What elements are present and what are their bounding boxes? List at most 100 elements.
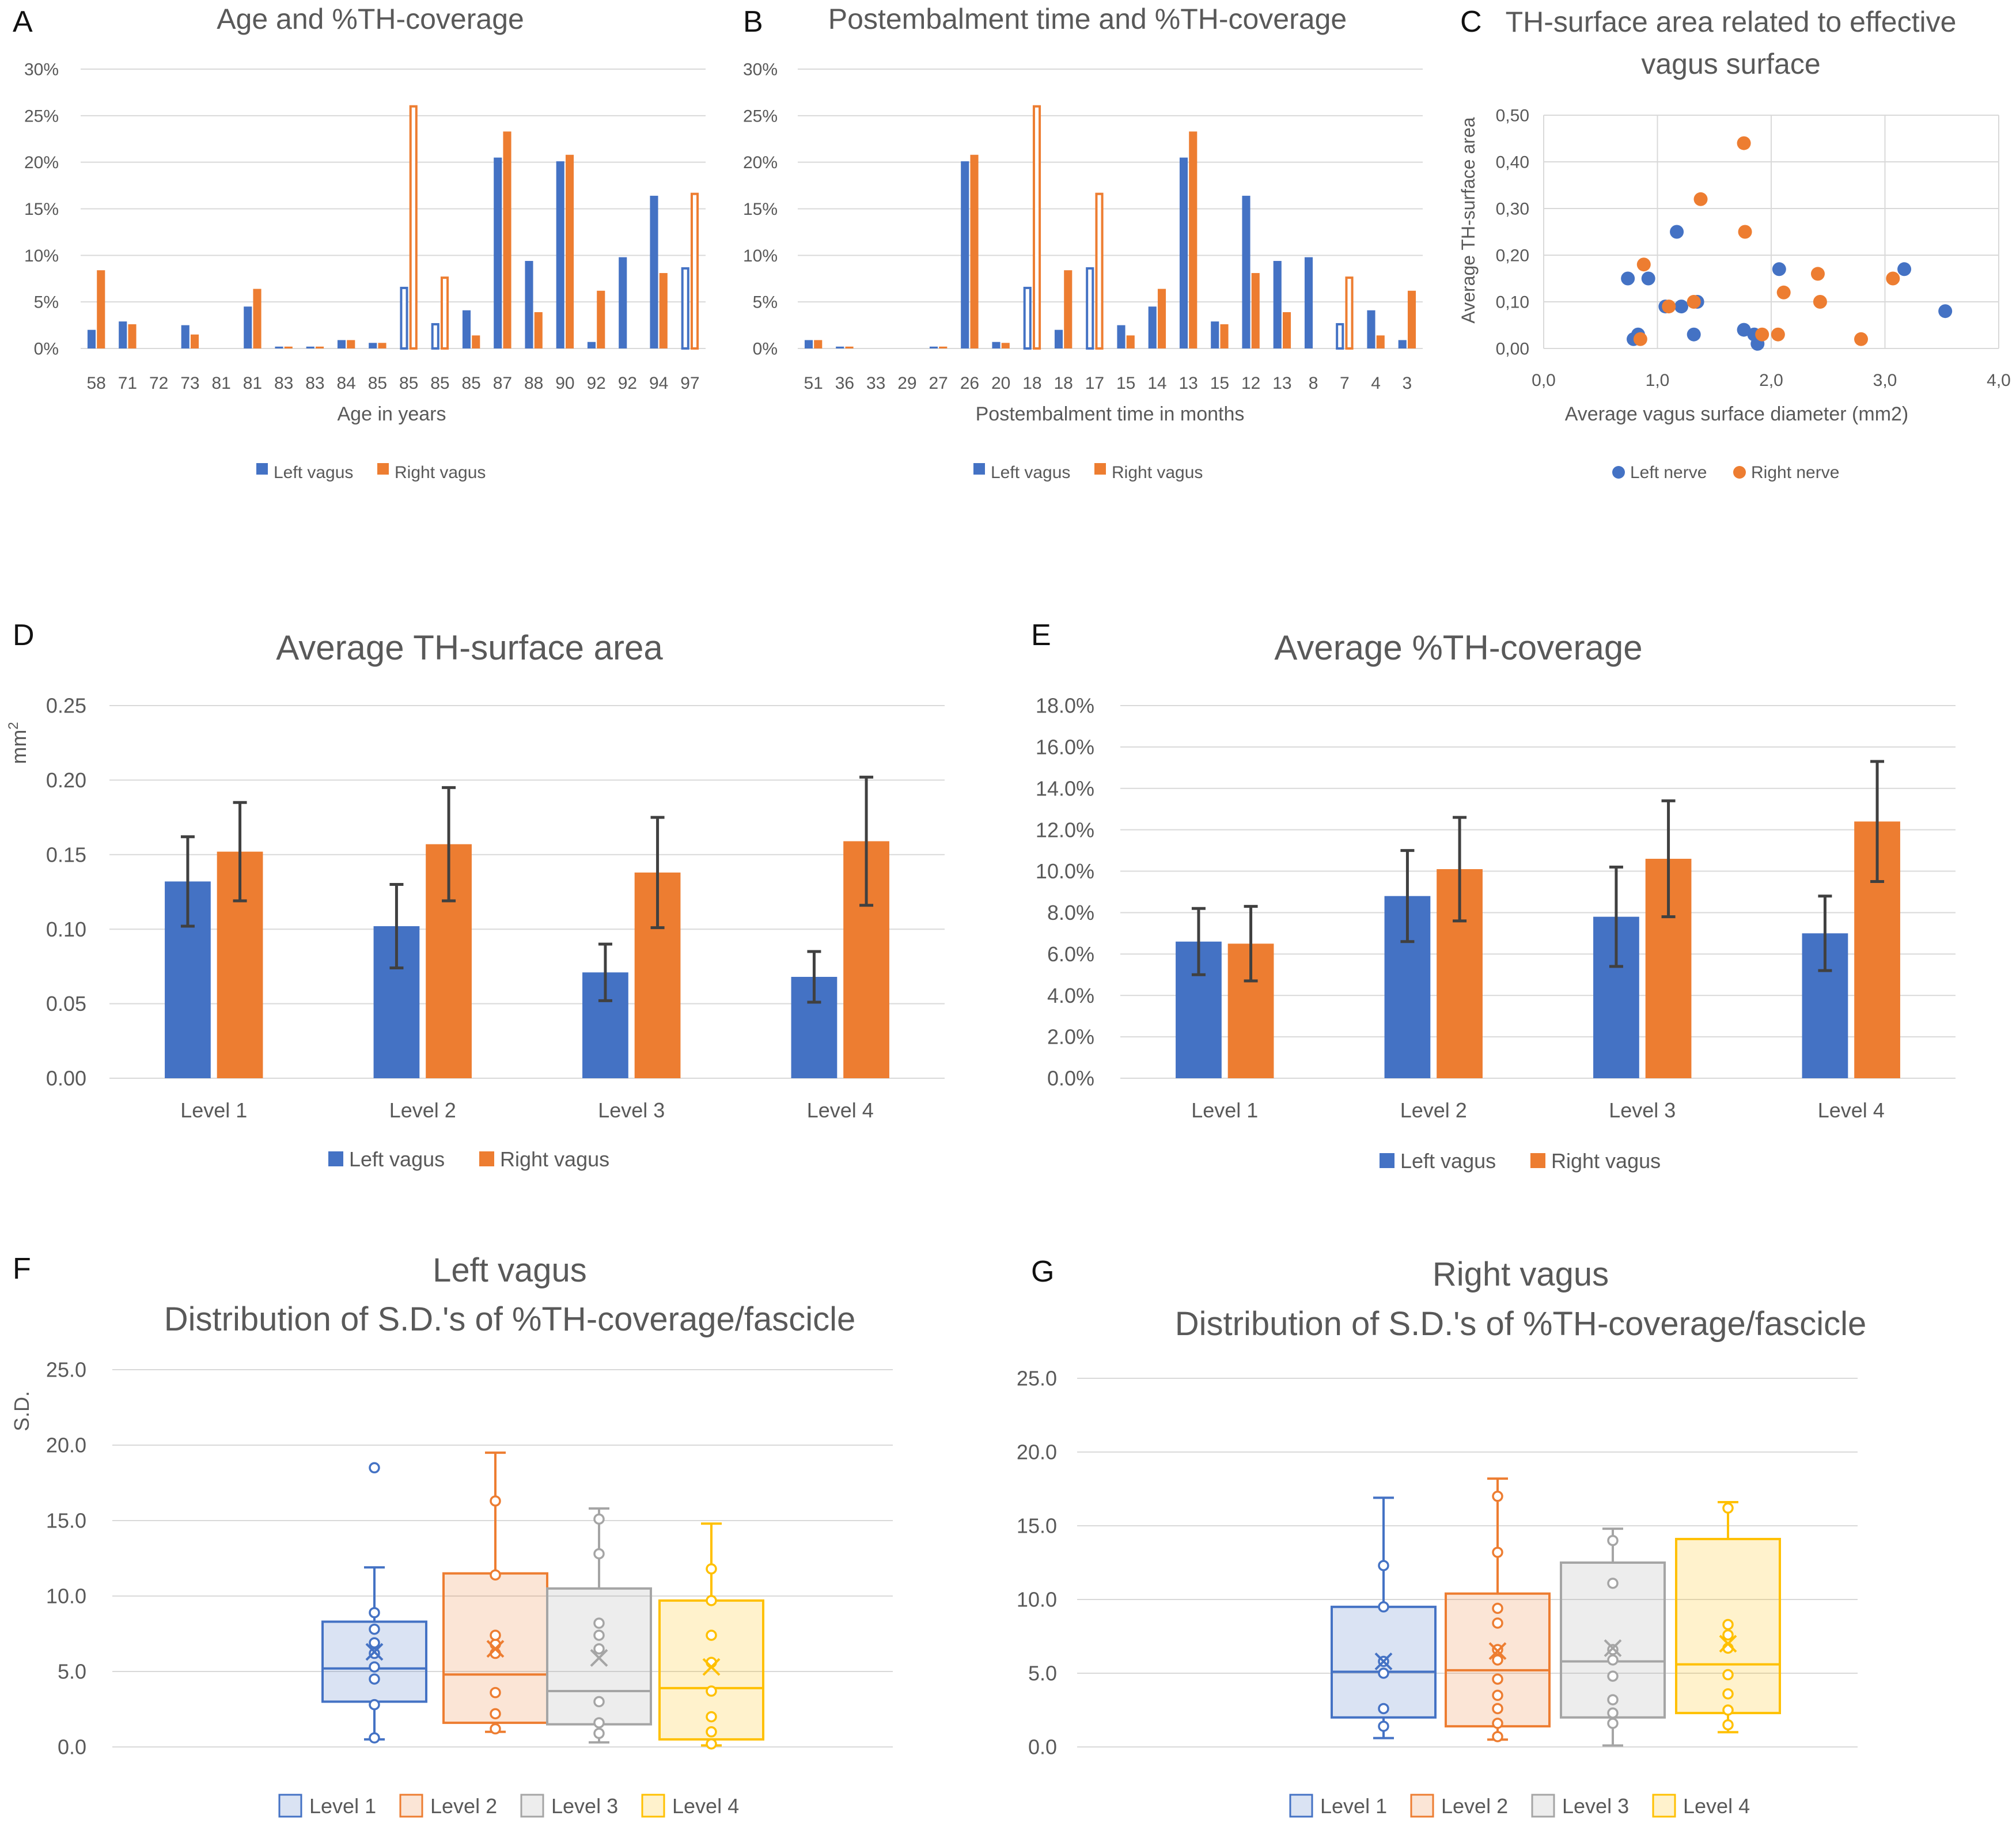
chart-e: E Average %TH-coverage 0.0% 2.0% 4.0% 6.0% 8.0… <box>1031 619 1956 1173</box>
data-point-1 <box>490 1723 501 1735</box>
data-point-4 <box>706 1685 717 1697</box>
bar-right-15 <box>534 312 543 348</box>
x-tick-label: 8 <box>1309 374 1318 393</box>
y-tick-label: 10.0 <box>46 1585 86 1608</box>
y-tick-label: 30% <box>24 60 59 79</box>
y-tick-label: 0.05 <box>46 992 86 1015</box>
bar-left-2 <box>836 346 844 348</box>
y-tick-label: 25.0 <box>46 1358 86 1382</box>
x-tick-label: 85 <box>430 374 449 393</box>
legend-marker-3 <box>520 1794 544 1818</box>
data-point-4 <box>1607 1670 1619 1682</box>
bar-left-7 <box>275 346 283 348</box>
x-tick-label: 1,0 <box>1646 371 1670 390</box>
bar-right-8 <box>315 346 324 348</box>
x-tick-label: 18 <box>1022 374 1041 393</box>
bar-right-13 <box>472 335 480 348</box>
y-tick-label: 8.0% <box>1047 901 1094 924</box>
y-tick-label: 0.0 <box>58 1735 86 1759</box>
data-point-1 <box>1607 1718 1619 1729</box>
box-3 <box>546 1507 652 1744</box>
x-tick-label: 12 <box>1241 374 1260 393</box>
x-tick-label: Level 3 <box>1609 1098 1676 1122</box>
legend-label-1: Left vagus <box>991 463 1070 482</box>
x-tick-label: 15 <box>1210 374 1229 393</box>
data-point-1 <box>593 1727 605 1739</box>
x-tick-label: 4 <box>1371 374 1381 393</box>
data-point-2 <box>369 1699 380 1711</box>
chart-g: G Right vagus Distribution of S.D.'s of %T… <box>1017 1255 1866 1818</box>
bar-right-12 <box>1157 289 1166 348</box>
legend-marker-4 <box>641 1794 665 1818</box>
legend-marker-1 <box>1380 1153 1394 1168</box>
data-point-9 <box>1492 1602 1503 1614</box>
legend-label-2: Right vagus <box>395 463 486 482</box>
bar-right-4 <box>190 334 199 348</box>
y-tick-label: 0.0 <box>1028 1735 1057 1759</box>
legend-label-1: Left vagus <box>274 463 353 482</box>
y-tick-label: 0,50 <box>1496 107 1529 126</box>
x-tick-label: 71 <box>118 374 137 393</box>
legend-marker-1 <box>278 1794 302 1818</box>
x-tick-label: 13 <box>1178 374 1198 393</box>
mean-marker <box>1374 1652 1393 1670</box>
legend-label-1: Left vagus <box>349 1147 445 1171</box>
y-tick-label: 18.0% <box>1036 694 1094 718</box>
bar-right-18 <box>1345 276 1354 350</box>
y-tick-label: 10.0% <box>1036 859 1094 883</box>
data-point-7 <box>1722 1618 1734 1631</box>
y-tick-label: 0.20 <box>46 768 86 792</box>
x-tick-label: 81 <box>211 374 230 393</box>
data-point-3 <box>1607 1694 1619 1705</box>
y-tick-label: 0,00 <box>1496 340 1529 359</box>
data-point-2 <box>593 1717 605 1729</box>
chart-title: Average TH-surface area <box>276 628 663 667</box>
data-point-7 <box>369 1623 380 1635</box>
data-point-11 <box>1492 1491 1503 1502</box>
legend-marker-2 <box>1410 1794 1434 1818</box>
panel-letter-a: A <box>13 5 33 39</box>
bar-left-6 <box>244 306 252 348</box>
y-tick-label: 30% <box>743 60 778 79</box>
bar-left-19 <box>1367 310 1375 348</box>
x-axis-label: Average vagus surface diameter (mm2) <box>1565 403 1909 425</box>
bar-left-8 <box>1023 286 1032 350</box>
bar-right-11 <box>409 105 418 350</box>
bar-right-14 <box>1220 324 1229 348</box>
chart-title-line-1: Left vagus <box>433 1252 587 1289</box>
data-point-2 <box>1722 1704 1734 1716</box>
point-right-10 <box>1776 285 1791 300</box>
x-axis-label: Age in years <box>338 403 446 425</box>
chart-b: B Postembalment time and %TH-coverage 0% 5%… <box>743 3 1423 482</box>
data-point-6 <box>593 1617 605 1629</box>
data-point-6 <box>1378 1560 1389 1571</box>
x-tick-label: 83 <box>274 374 293 393</box>
chart-title-line-2: Distribution of S.D.'s of %TH-coverage/f… <box>164 1301 856 1338</box>
x-tick-label: 73 <box>180 374 199 393</box>
data-point-6 <box>1492 1654 1503 1666</box>
data-point-3 <box>706 1711 717 1723</box>
point-left-6 <box>1670 225 1684 239</box>
x-tick-label: 3 <box>1403 374 1412 393</box>
mean-marker <box>702 1658 721 1676</box>
x-tick-label: 72 <box>149 374 168 393</box>
bar-right-16 <box>1282 312 1291 348</box>
legend-marker-2 <box>1094 463 1106 475</box>
legend-label-4: Level 4 <box>1683 1794 1750 1818</box>
x-tick-label: 87 <box>493 374 512 393</box>
y-axis-label: S.D. <box>10 1391 33 1431</box>
panel-letter-c: C <box>1460 5 1482 39</box>
x-tick-label: 84 <box>336 374 355 393</box>
point-left-8 <box>1687 327 1701 342</box>
bar-right-16 <box>565 154 574 348</box>
legend-label-2: Right vagus <box>1112 463 1203 482</box>
bar-left-13 <box>1179 157 1188 348</box>
y-tick-label: 5.0 <box>58 1660 86 1684</box>
legend-label-2: Level 2 <box>1441 1794 1508 1818</box>
chart-f: F Left vagus Distribution of S.D.'s of %TH… <box>10 1252 893 1818</box>
y-tick-label: 0,40 <box>1496 153 1529 172</box>
y-tick-label: 12.0% <box>1036 818 1094 842</box>
point-left-7 <box>1674 300 1688 314</box>
data-point-5 <box>593 1629 605 1641</box>
bar-left-14 <box>1211 321 1219 348</box>
